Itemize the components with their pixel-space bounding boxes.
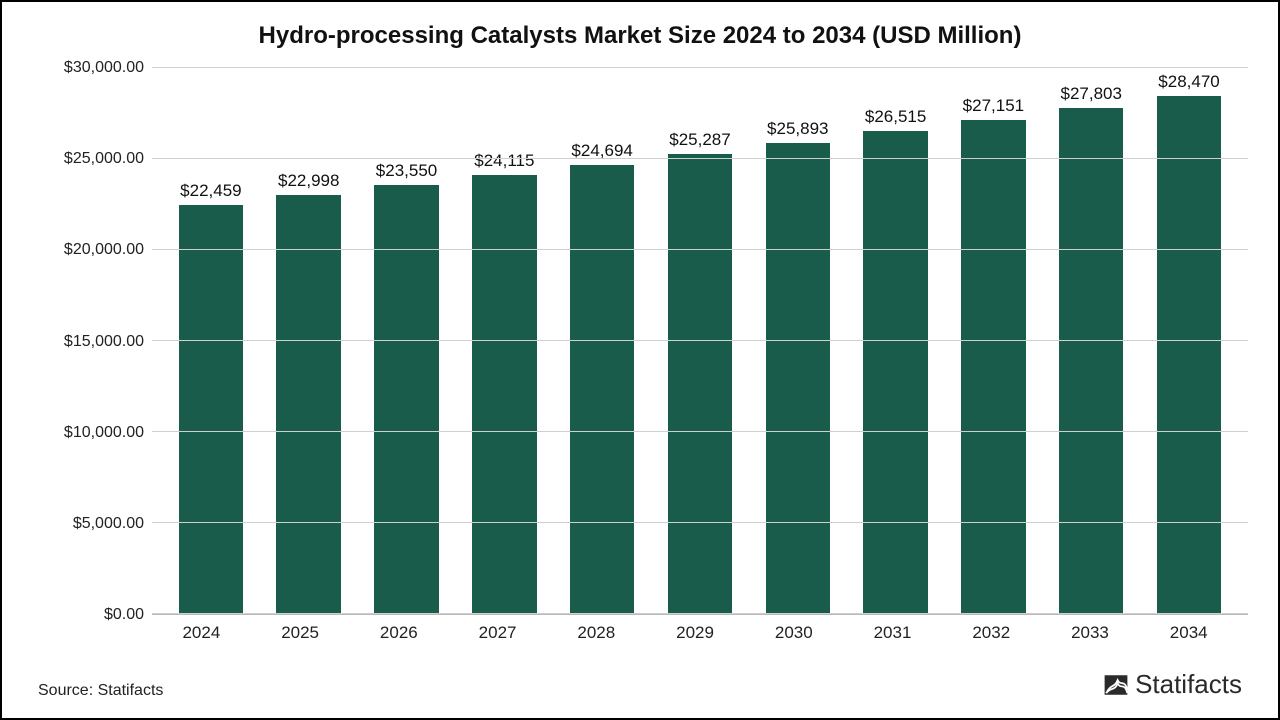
brand-name: Statifacts: [1135, 669, 1242, 700]
x-tick-label: 2026: [349, 623, 448, 643]
bar-value-label: $27,803: [1060, 84, 1121, 104]
gridline: [152, 249, 1248, 250]
bar-slot: $25,287: [651, 68, 749, 614]
bar-value-label: $26,515: [865, 107, 926, 127]
x-tick-label: 2030: [744, 623, 843, 643]
gridline: [152, 340, 1248, 341]
bar: [570, 165, 635, 614]
bar-slot: $22,459: [162, 68, 260, 614]
bar-value-label: $22,459: [180, 181, 241, 201]
bar-slot: $24,115: [455, 68, 553, 614]
gridline: [152, 158, 1248, 159]
bar: [179, 205, 244, 614]
y-tick-label: $0.00: [104, 606, 144, 624]
bar-value-label: $24,115: [474, 151, 534, 171]
bar-slot: $24,694: [553, 68, 651, 614]
bars-container: $22,459 $22,998 $23,550 $24,115 $24,694 $25,2…: [152, 68, 1248, 614]
brand: Statifacts: [1103, 669, 1242, 700]
x-tick-label: 2027: [448, 623, 547, 643]
gridline: [152, 67, 1248, 68]
y-tick-label: $10,000.00: [64, 424, 144, 442]
x-tick-label: 2034: [1139, 623, 1238, 643]
y-tick-label: $20,000.00: [64, 241, 144, 259]
bar-slot: $22,998: [260, 68, 358, 614]
x-tick-label: 2033: [1041, 623, 1140, 643]
bar: [472, 175, 537, 614]
chart-title: Hydro-processing Catalysts Market Size 2…: [32, 22, 1248, 50]
bar-slot: $23,550: [358, 68, 456, 614]
gridline: [152, 522, 1248, 523]
bar-value-label: $28,470: [1158, 72, 1219, 92]
bar: [668, 154, 733, 614]
gridline: [152, 431, 1248, 432]
x-tick-label: 2025: [251, 623, 350, 643]
bar-value-label: $23,550: [376, 161, 437, 181]
x-tick-label: 2029: [646, 623, 745, 643]
bar-slot: $27,151: [945, 68, 1043, 614]
x-axis: 2024202520262027202820292030203120322033…: [32, 615, 1248, 643]
source-text: Source: Statifacts: [38, 682, 163, 700]
bar: [1059, 108, 1124, 614]
bar-slot: $28,470: [1140, 68, 1238, 614]
bar: [863, 131, 928, 614]
plot-area: $0.00$5,000.00$10,000.00$15,000.00$20,00…: [32, 68, 1248, 615]
x-tick-label: 2031: [843, 623, 942, 643]
plot-region: $22,459 $22,998 $23,550 $24,115 $24,694 $25,2…: [152, 68, 1248, 615]
y-tick-label: $25,000.00: [64, 150, 144, 168]
bar-slot: $25,893: [749, 68, 847, 614]
y-tick-label: $15,000.00: [64, 333, 144, 351]
gridline: [152, 613, 1248, 614]
brand-logo-icon: [1103, 672, 1129, 698]
bar: [1157, 96, 1222, 614]
bar: [766, 143, 831, 614]
bar: [961, 120, 1026, 614]
x-tick-label: 2028: [547, 623, 646, 643]
x-tick-label: 2024: [152, 623, 251, 643]
y-axis: $0.00$5,000.00$10,000.00$15,000.00$20,00…: [42, 68, 152, 615]
bar-value-label: $22,998: [278, 171, 339, 191]
bar-slot: $26,515: [847, 68, 945, 614]
bar-slot: $27,803: [1042, 68, 1140, 614]
chart-frame: Hydro-processing Catalysts Market Size 2…: [0, 0, 1280, 720]
footer: Source: Statifacts Statifacts: [32, 669, 1248, 700]
y-tick-label: $5,000.00: [73, 515, 144, 533]
bar-value-label: $25,287: [669, 130, 730, 150]
bar: [276, 195, 341, 614]
y-tick-label: $30,000.00: [64, 59, 144, 77]
bar-value-label: $25,893: [767, 119, 828, 139]
x-tick-label: 2032: [942, 623, 1041, 643]
bar-value-label: $27,151: [963, 96, 1024, 116]
